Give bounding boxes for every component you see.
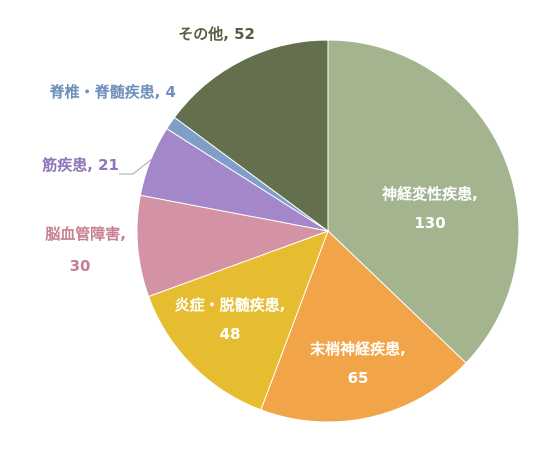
slice-label: 炎症・脱髄疾患, (175, 296, 286, 314)
slice-label: 脊椎・脊髄疾患, 4 (49, 83, 176, 101)
slice-labels: 神経変性疾患, 130 末梢神経疾患, 65 炎症・脱髄疾患, 48 脳血管障害, 30 筋疾患… (41, 25, 478, 387)
pie-slice (147, 230, 329, 411)
slice-label: 神経変性疾患, (382, 185, 478, 203)
slice-value: 48 (220, 325, 241, 343)
pie-slices (136, 39, 520, 423)
pie-slice (136, 194, 330, 298)
slice-label: 末梢神経疾患, (310, 340, 406, 358)
leader-line (119, 158, 153, 175)
leader-lines (119, 158, 153, 175)
slice-label: 筋疾患, 21 (41, 156, 119, 174)
slice-label: その他, 52 (178, 25, 255, 43)
slice-value: 65 (348, 369, 369, 387)
pie-slice (327, 39, 520, 364)
pie-slice (260, 230, 467, 423)
slice-value: 130 (414, 214, 445, 232)
slice-value: 30 (70, 257, 91, 275)
slice-label: 脳血管障害, (45, 225, 126, 243)
pie-slice (173, 39, 329, 232)
